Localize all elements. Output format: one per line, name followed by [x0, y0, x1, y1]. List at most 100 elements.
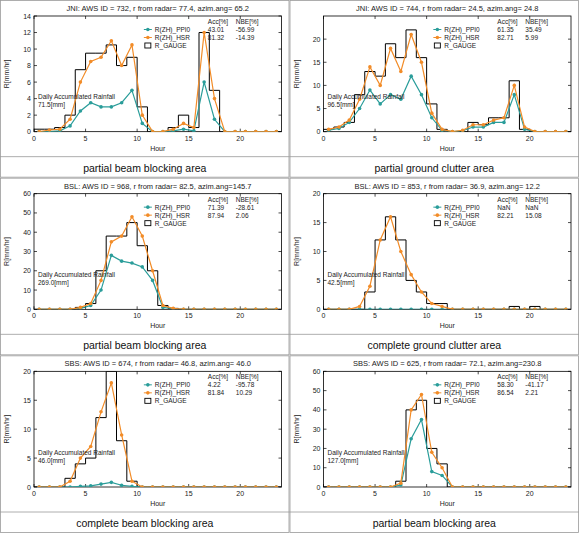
- series-marker: [543, 130, 547, 132]
- series-marker: [358, 485, 362, 487]
- y-tick: [34, 270, 37, 271]
- series-marker: [430, 308, 434, 310]
- legend-header: Acc[%]: [208, 373, 228, 381]
- series-marker: [254, 308, 258, 310]
- y-tick: [324, 62, 327, 63]
- series-marker: [368, 65, 372, 69]
- x-tick-top: [34, 16, 35, 19]
- x-tick-top: [375, 16, 376, 19]
- y-tick-right: [568, 62, 571, 63]
- series-marker: [471, 485, 475, 487]
- x-tick: [426, 129, 427, 132]
- legend-nbe: -41.17: [525, 381, 544, 388]
- series-marker: [275, 485, 279, 487]
- series-marker: [48, 128, 52, 131]
- y-tick-right: [279, 193, 282, 194]
- series-marker: [337, 485, 341, 487]
- series-marker: [192, 129, 196, 132]
- series-marker: [182, 485, 186, 487]
- cell-border: [1, 178, 290, 355]
- series-marker: [140, 234, 144, 238]
- y-tick-label: 2: [27, 112, 31, 119]
- x-tick-label: 0: [322, 135, 326, 142]
- x-tick: [137, 306, 138, 309]
- series-marker: [202, 31, 206, 35]
- y-tick-label: 0: [27, 484, 31, 491]
- x-tick-label: 10: [423, 490, 431, 497]
- series-marker: [99, 288, 103, 292]
- series-marker: [523, 485, 527, 487]
- y-tick: [324, 448, 327, 449]
- series-marker: [68, 485, 72, 487]
- series-marker: [523, 308, 527, 310]
- legend-symbol: [146, 28, 150, 32]
- x-tick: [426, 484, 427, 487]
- series-marker: [327, 128, 331, 132]
- y-tick: [34, 400, 37, 401]
- y-axis-label: R[mm/hr]: [3, 415, 11, 444]
- y-tick: [34, 290, 37, 291]
- series-marker: [347, 308, 351, 310]
- series-marker: [482, 485, 486, 487]
- series-marker: [213, 485, 217, 487]
- x-tick-label: 5: [84, 312, 88, 319]
- series-marker: [140, 265, 144, 269]
- caption: complete beam blocking area: [76, 517, 213, 529]
- series-marker: [161, 485, 165, 487]
- series-line: [39, 33, 276, 132]
- series-marker: [502, 485, 506, 487]
- series-marker: [347, 485, 351, 487]
- cell-border: [1, 1, 290, 178]
- legend-label: R(ZH)_HSR: [155, 212, 190, 220]
- series-marker: [37, 308, 41, 310]
- series-marker: [233, 130, 237, 132]
- y-tick-label: 60: [313, 368, 321, 375]
- caption: partial beam blocking area: [83, 339, 206, 351]
- series-marker: [130, 485, 134, 487]
- series-marker: [213, 117, 217, 121]
- series-marker: [182, 127, 186, 131]
- series-marker: [512, 84, 516, 88]
- series-marker: [451, 308, 455, 310]
- x-tick-label: 10: [423, 312, 431, 319]
- y-tick-right: [568, 371, 571, 372]
- legend-label: R(ZH)_PPI0: [155, 26, 191, 34]
- caption-divider: [0, 334, 290, 335]
- y-tick-label: 0: [27, 306, 31, 313]
- series-marker: [347, 308, 351, 310]
- legend-label: R_GAUGE: [444, 42, 476, 50]
- chart-title: SBS: AWS ID = 625, r from radar= 72.1, a…: [353, 359, 541, 368]
- x-tick-label: 15: [185, 490, 193, 497]
- series-marker: [471, 485, 475, 487]
- series-marker: [409, 437, 413, 441]
- x-tick-top: [188, 371, 189, 374]
- y-tick-right: [279, 212, 282, 213]
- legend-nbe: NaN: [525, 204, 538, 211]
- y-tick-right: [279, 32, 282, 33]
- x-tick-label: 20: [526, 135, 534, 142]
- series-marker: [409, 33, 413, 37]
- series-marker: [399, 250, 403, 254]
- series-marker: [254, 130, 258, 132]
- plot-frame: [34, 16, 282, 132]
- x-tick-top: [426, 16, 427, 19]
- series-line: [329, 217, 566, 310]
- legend-symbol: [146, 383, 150, 387]
- x-axis-label: Hour: [150, 145, 166, 152]
- legend-symbol: [436, 213, 440, 217]
- series-marker: [171, 485, 175, 487]
- series-marker: [502, 308, 506, 310]
- series-marker: [564, 308, 568, 310]
- gauge-step: [34, 371, 282, 487]
- x-tick-label: 0: [32, 312, 36, 319]
- series-marker: [99, 105, 103, 109]
- series-line: [39, 482, 276, 487]
- series-marker: [223, 130, 227, 132]
- y-tick: [324, 193, 327, 194]
- caption-divider: [290, 156, 579, 157]
- series-marker: [233, 485, 237, 487]
- series-marker: [512, 308, 516, 310]
- y-tick-right: [568, 390, 571, 391]
- series-marker: [244, 308, 248, 310]
- y-axis-label: R[mm/hr]: [293, 237, 301, 266]
